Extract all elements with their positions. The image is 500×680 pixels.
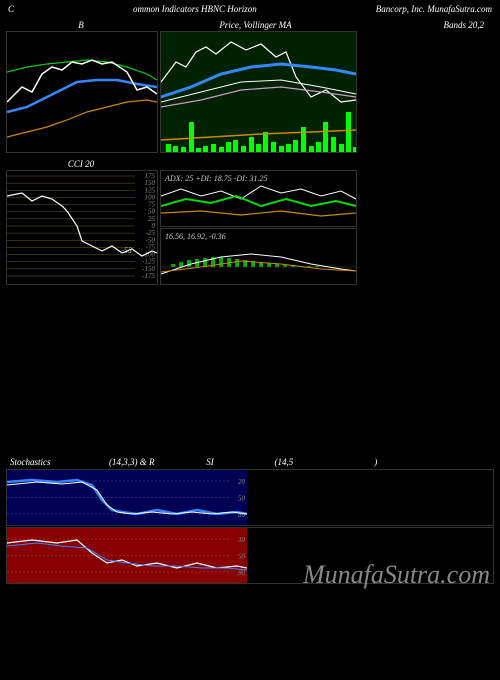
chart-cci: 1751501251007550250-25-50-75-100-125-150…	[6, 170, 158, 285]
header-center-right: Bancorp, Inc. MunafaSutra.com	[376, 4, 492, 14]
svg-text:16.56, 16.92, -0.36: 16.56, 16.92, -0.36	[165, 232, 226, 241]
header-left: C	[8, 4, 14, 14]
chart-row-2: 1751501251007550250-25-50-75-100-125-150…	[0, 170, 500, 285]
title-price: Price, Vollinger MA	[158, 20, 353, 30]
svg-text:50: 50	[238, 553, 246, 561]
svg-text:30: 30	[237, 536, 246, 544]
svg-text:-175: -175	[142, 272, 155, 280]
spacer	[0, 285, 500, 455]
header-center-left: ommon Indicators HBNC Horizon	[133, 4, 257, 14]
title-bb: B	[6, 20, 156, 30]
chart-stochastics: 805020	[6, 469, 494, 526]
title-stoch-rsi: Stochastics (14,3,3) & R SI (14,5 )	[0, 455, 500, 469]
chart-adx: ADX: 25 +DI: 18.75 -DI: 31.25	[160, 170, 357, 227]
row2-titles: CCI 20	[0, 157, 500, 170]
page-header: C ommon Indicators HBNC Horizon Bancorp,…	[0, 0, 500, 18]
chart-stack-right: ADX: 25 +DI: 18.75 -DI: 31.25 16.56, 16.…	[160, 170, 357, 285]
svg-text:20: 20	[238, 478, 246, 486]
chart-row-1	[0, 31, 500, 153]
chart-macd: 16.56, 16.92, -0.36	[160, 228, 357, 285]
chart-row-3: 805020 805030	[0, 469, 500, 584]
title-bands: Bands 20,2	[355, 20, 494, 30]
chart-rsi: 805030	[6, 527, 494, 584]
title-cci: CCI 20	[6, 159, 156, 169]
chart-bollinger	[6, 31, 158, 153]
chart-price	[160, 31, 357, 153]
svg-text:50: 50	[238, 495, 246, 503]
svg-text:ADX: 25 +DI: 18.75 -DI: 31.25: ADX: 25 +DI: 18.75 -DI: 31.25	[164, 174, 268, 183]
svg-text:-53: -53	[121, 246, 132, 255]
row1-titles: B Price, Vollinger MA Bands 20,2	[0, 18, 500, 31]
